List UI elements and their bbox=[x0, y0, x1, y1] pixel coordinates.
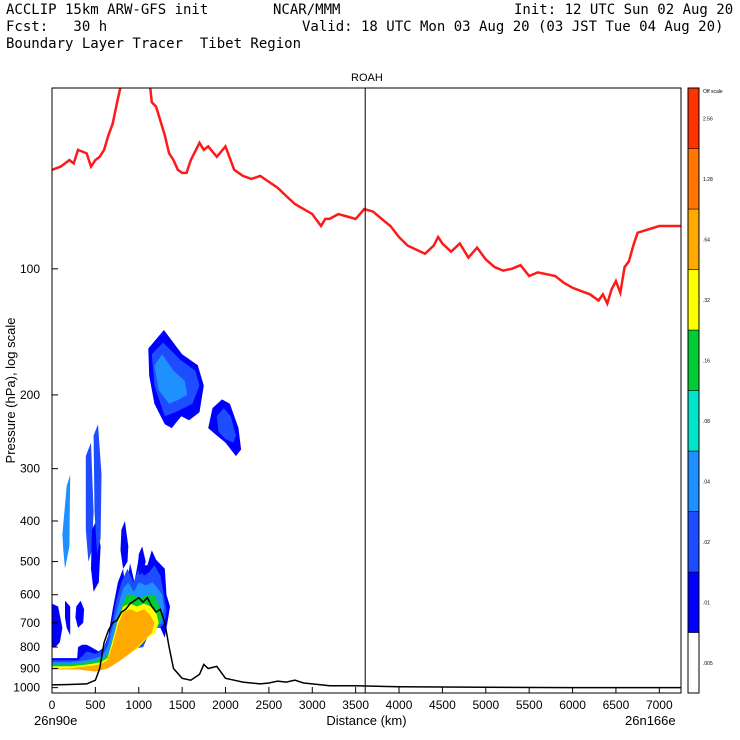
tracer-contour bbox=[62, 474, 71, 569]
x-axis-label: Distance (km) bbox=[326, 713, 406, 728]
x-tick-label: 6500 bbox=[603, 698, 630, 712]
colorbar-frame bbox=[687, 87, 700, 694]
colorbar-segment bbox=[687, 632, 700, 694]
colorbar-segment bbox=[687, 329, 700, 391]
header-center: NCAR/MMM bbox=[273, 2, 341, 18]
tracer-contour bbox=[93, 424, 102, 555]
header-fcst: Fcst: 30 h bbox=[6, 19, 108, 35]
colorbar-label: 2.56 bbox=[703, 116, 713, 122]
tracer-contour bbox=[120, 521, 129, 569]
header-model: ACCLIP 15km ARW-GFS init bbox=[6, 2, 209, 18]
colorbar-segment bbox=[687, 450, 700, 512]
tracer-contour bbox=[65, 600, 71, 636]
colorbar-label: .005 bbox=[703, 661, 713, 667]
x-tick-label: 5000 bbox=[472, 698, 499, 712]
tracer-contour bbox=[75, 600, 85, 628]
header-init: Init: 12 UTC Sun 02 Aug 20 bbox=[514, 2, 734, 18]
tropopause-line bbox=[52, 88, 681, 307]
x-tick-label: 5500 bbox=[516, 698, 543, 712]
colorbar-segment bbox=[687, 87, 700, 149]
x-tick-label: 2500 bbox=[256, 698, 283, 712]
x-tick-label: 4000 bbox=[386, 698, 413, 712]
y-axis-label: Pressure (hPa), log scale bbox=[3, 318, 18, 464]
colorbar-label: .01 bbox=[703, 600, 710, 606]
colorbar-label: .64 bbox=[703, 237, 710, 243]
y-tick-label: 200 bbox=[20, 388, 40, 402]
plot-frame bbox=[51, 87, 682, 694]
colorbar-label: .16 bbox=[703, 358, 710, 364]
y-tick-label: 700 bbox=[20, 616, 40, 630]
y-tick-label: 100 bbox=[20, 262, 40, 276]
header-field: Boundary Layer Tracer Tibet Region bbox=[6, 36, 302, 52]
y-tick-label: 900 bbox=[20, 661, 40, 675]
colorbar-segment bbox=[687, 571, 700, 633]
colorbar-segment bbox=[687, 148, 700, 210]
tracer-contour bbox=[52, 609, 155, 672]
y-tick-label: 400 bbox=[20, 514, 40, 528]
tracer-contour bbox=[154, 354, 188, 404]
y-tick-label: 300 bbox=[20, 462, 40, 476]
x-tick-label: 6000 bbox=[559, 698, 586, 712]
x-tick-label: 7000 bbox=[646, 698, 673, 712]
x-tick-label: 4500 bbox=[429, 698, 456, 712]
colorbar-label: .08 bbox=[703, 419, 710, 425]
x-tick-label: 1500 bbox=[169, 698, 196, 712]
terrain-line bbox=[52, 596, 681, 689]
colorbar-label: Off scale bbox=[703, 89, 723, 95]
colorbar-segment bbox=[687, 390, 700, 452]
colorbar-label: .02 bbox=[703, 540, 710, 546]
x-tick-label: 3500 bbox=[342, 698, 369, 712]
header-valid: Valid: 18 UTC Mon 03 Aug 20 (03 JST Tue … bbox=[302, 19, 724, 35]
y-tick-label: 600 bbox=[20, 588, 40, 602]
colorbar-segment bbox=[687, 208, 700, 270]
colorbar-segment bbox=[687, 511, 700, 573]
colorbar-segment bbox=[687, 269, 700, 331]
tracer-contour bbox=[216, 408, 236, 443]
y-tick-label: 500 bbox=[20, 555, 40, 569]
x-tick-label: 3000 bbox=[299, 698, 326, 712]
right-endpoint-label: 26n166e bbox=[625, 713, 676, 728]
x-tick-label: 1000 bbox=[125, 698, 152, 712]
x-tick-label: 0 bbox=[49, 698, 56, 712]
colorbar-label: .32 bbox=[703, 298, 710, 304]
chart-title: ROAH bbox=[351, 72, 383, 84]
y-tick-label: 800 bbox=[20, 640, 40, 654]
colorbar-label: .04 bbox=[703, 479, 710, 485]
tracer-contour bbox=[137, 546, 146, 576]
x-tick-label: 500 bbox=[85, 698, 105, 712]
left-endpoint-label: 26n90e bbox=[34, 713, 77, 728]
tracer-contour bbox=[85, 442, 94, 562]
tracer-contour bbox=[52, 603, 63, 647]
x-tick-label: 2000 bbox=[212, 698, 239, 712]
colorbar-label: 1.28 bbox=[703, 177, 713, 183]
y-tick-label: 1000 bbox=[13, 681, 40, 695]
